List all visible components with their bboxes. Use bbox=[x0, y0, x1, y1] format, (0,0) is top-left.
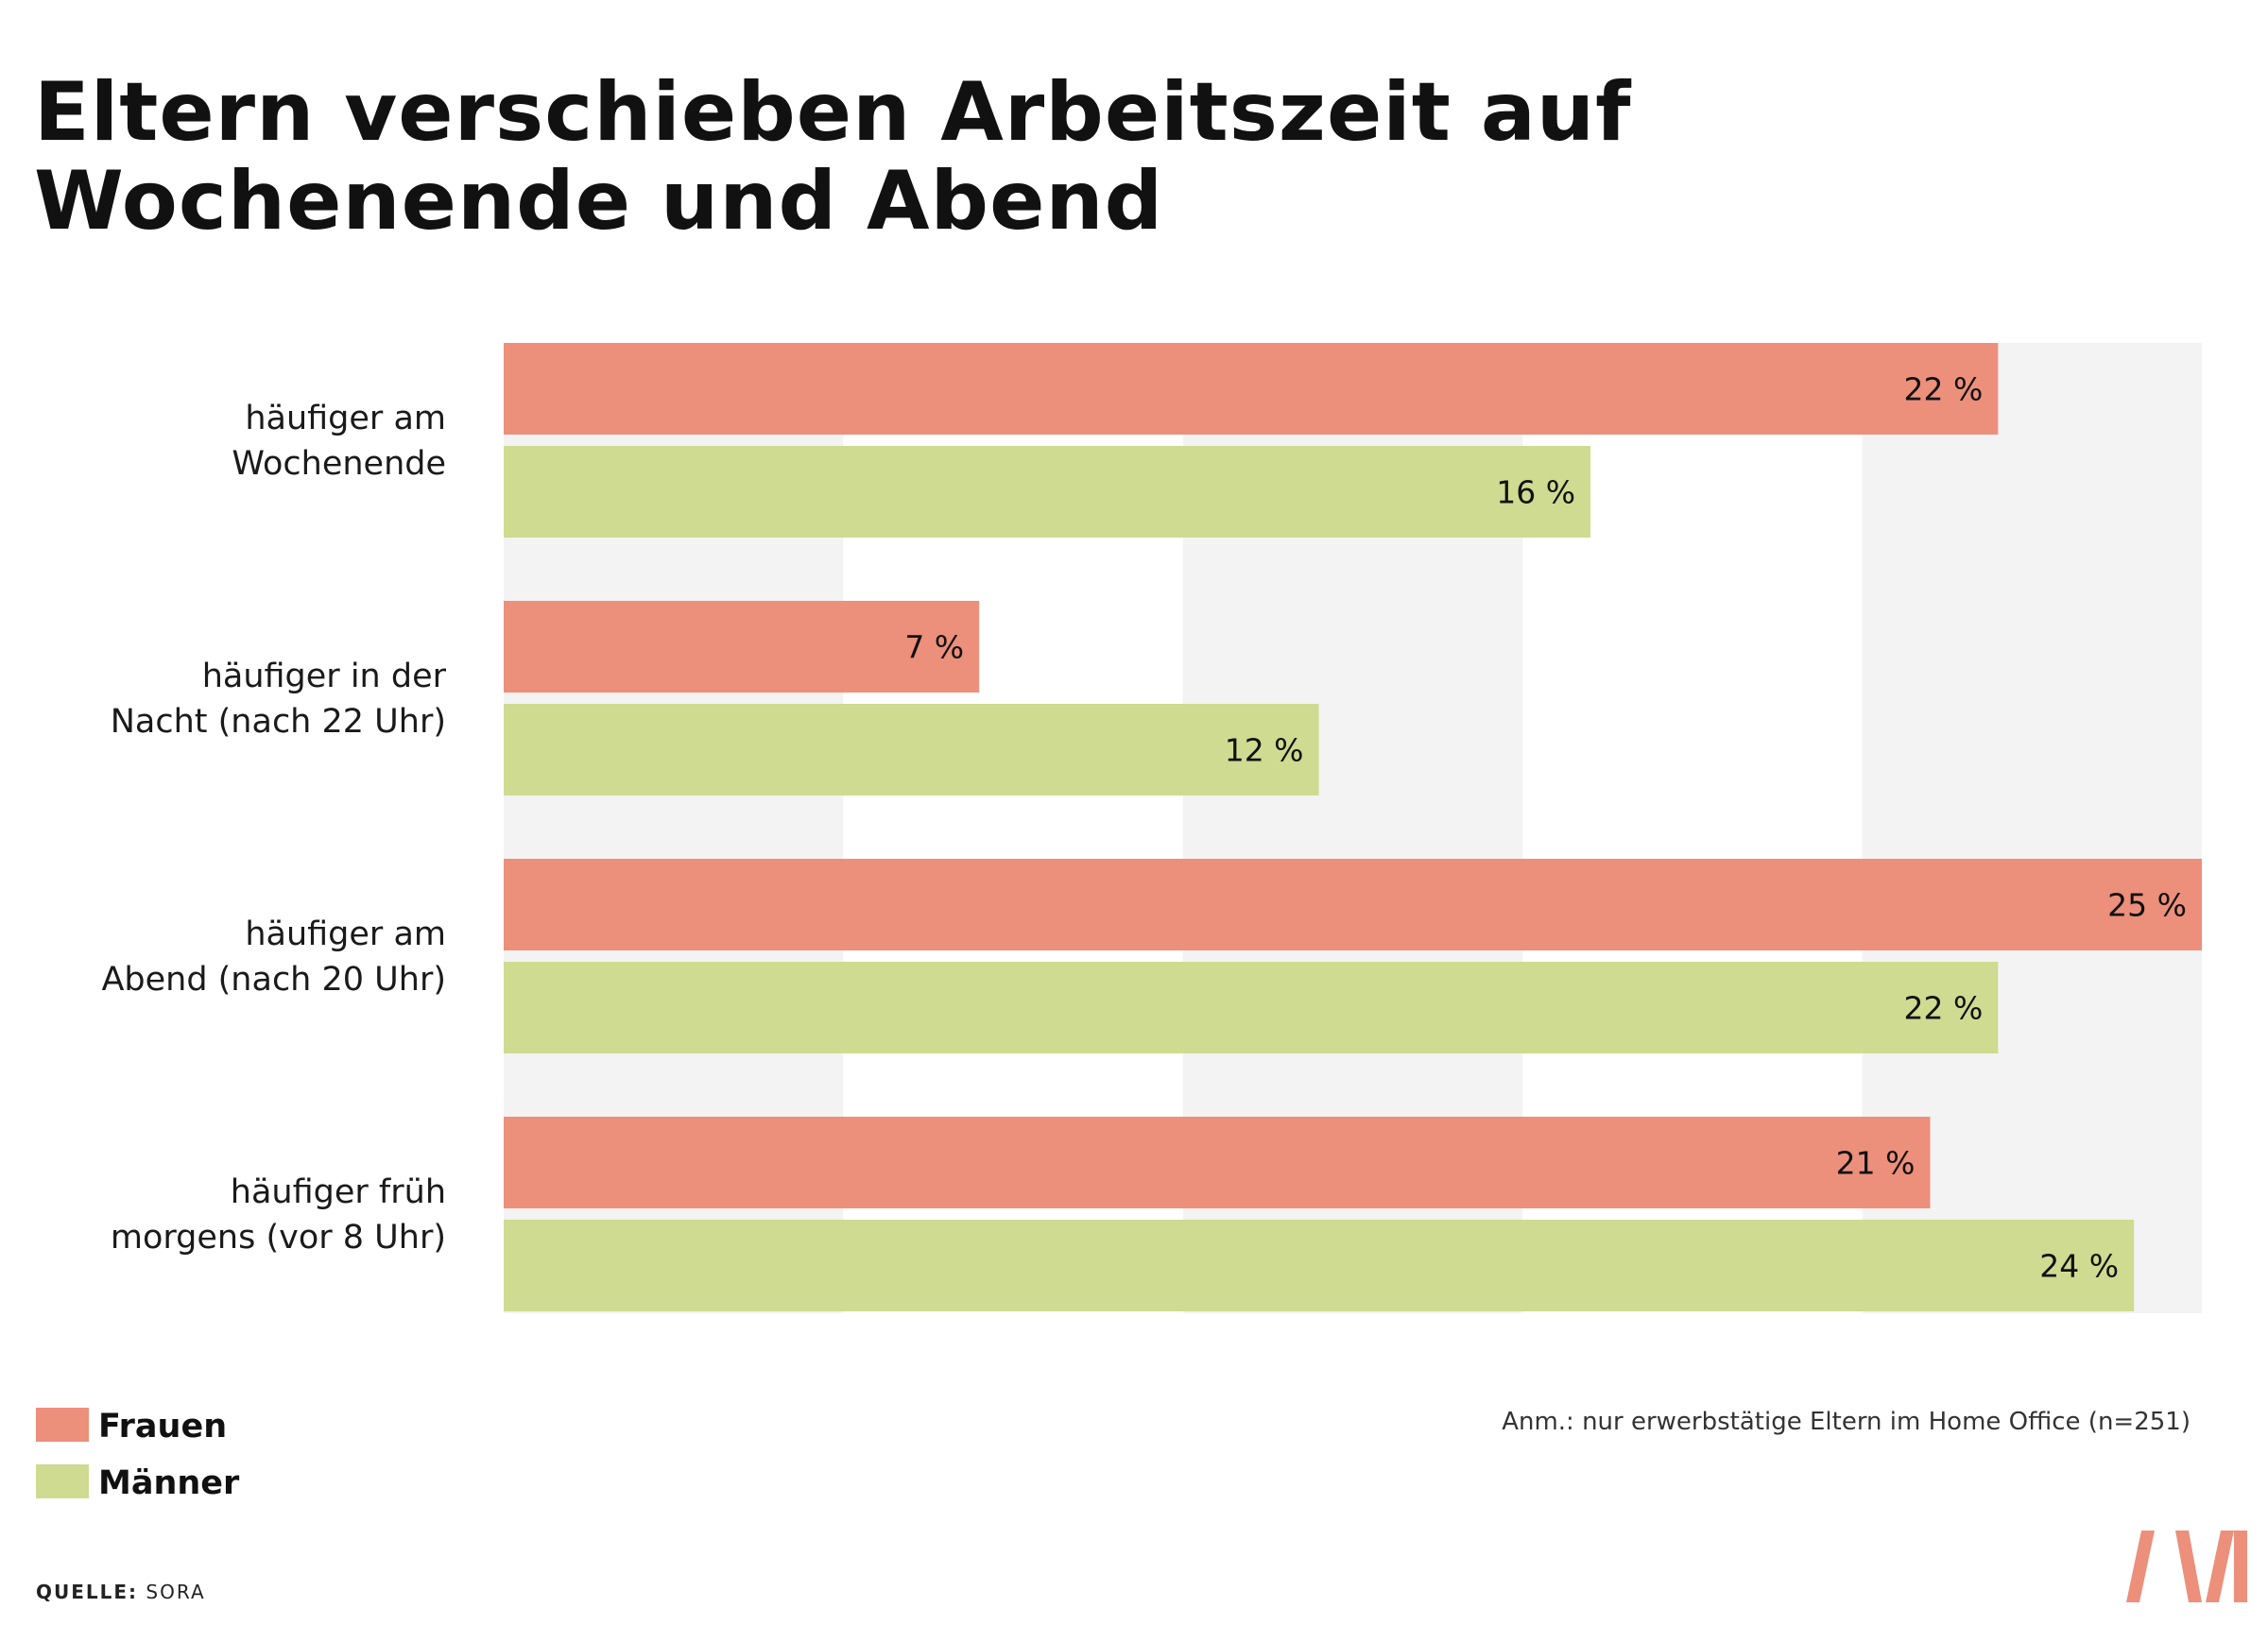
bar-frauen-4 bbox=[504, 1117, 1931, 1208]
data-label: 16 % bbox=[1496, 474, 1575, 511]
category-label: häufiger am bbox=[245, 400, 446, 437]
chart-title-line-1: Eltern verschieben Arbeitszeit auf bbox=[34, 65, 1632, 160]
source-label: QUELLE: bbox=[36, 1581, 139, 1603]
legend-swatch bbox=[36, 1408, 89, 1442]
category-label: häufiger am bbox=[245, 915, 446, 953]
logo-stroke-4 bbox=[2234, 1531, 2247, 1602]
legend: Frauen Männer bbox=[36, 1408, 240, 1502]
bar-maenner-1 bbox=[504, 446, 1591, 538]
logo-stroke-3 bbox=[2206, 1531, 2234, 1602]
data-label: 22 % bbox=[1904, 990, 1984, 1027]
category-label: morgens (vor 8 Uhr) bbox=[111, 1219, 446, 1257]
bar-frauen-2 bbox=[504, 601, 980, 693]
chart-note: Anm.: nur erwerbstätige Eltern im Home O… bbox=[1502, 1408, 2191, 1436]
chart-title-line-2: Wochenende und Abend bbox=[34, 154, 1164, 248]
source-value: SORA bbox=[146, 1581, 206, 1603]
category-label: Wochenende bbox=[232, 445, 446, 483]
legend-entry: Männer bbox=[98, 1464, 240, 1502]
bars: 22 % 16 % 7 % 12 % 25 % 22 % 21 % 24 % bbox=[504, 343, 2202, 1311]
category-label: häufiger in der bbox=[202, 658, 447, 695]
logo-stroke-2 bbox=[2175, 1531, 2202, 1602]
category-label: häufiger früh bbox=[231, 1173, 446, 1211]
bar-maenner-2 bbox=[504, 704, 1319, 795]
data-label: 21 % bbox=[1836, 1145, 1916, 1182]
moment-logo-icon bbox=[2126, 1531, 2247, 1602]
bar-frauen-1 bbox=[504, 343, 1999, 435]
logo-stroke-1 bbox=[2126, 1531, 2155, 1602]
bar-maenner-3 bbox=[504, 962, 1999, 1053]
data-label: 7 % bbox=[904, 629, 964, 666]
data-label: 12 % bbox=[1225, 732, 1304, 769]
data-label: 24 % bbox=[2039, 1248, 2119, 1285]
bar-frauen-3 bbox=[504, 859, 2202, 950]
legend-entry: Frauen bbox=[98, 1408, 227, 1445]
chart-title: Eltern verschieben Arbeitszeit auf Woche… bbox=[34, 68, 1830, 246]
bar-maenner-4 bbox=[504, 1220, 2135, 1311]
category-labels: häufiger am Wochenende häufiger in der Nach… bbox=[101, 400, 446, 1257]
source-credit: QUELLE: SORA bbox=[36, 1581, 206, 1603]
data-label: 25 % bbox=[2107, 887, 2187, 924]
legend-swatch bbox=[36, 1464, 89, 1498]
category-label: Abend (nach 20 Uhr) bbox=[101, 961, 446, 999]
data-label: 22 % bbox=[1904, 371, 1984, 408]
category-label: Nacht (nach 22 Uhr) bbox=[111, 703, 446, 741]
